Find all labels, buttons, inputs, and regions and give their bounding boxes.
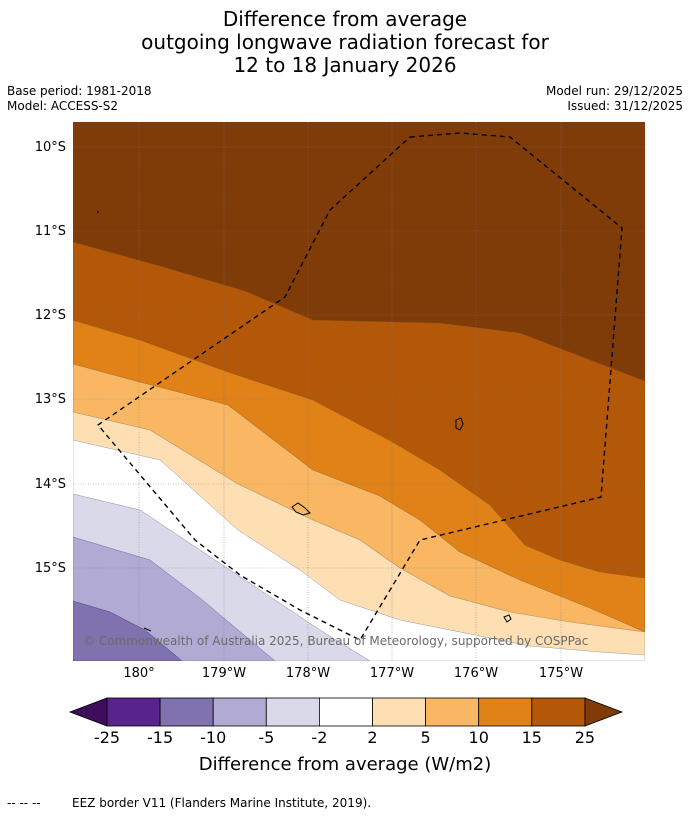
title-line-3: 12 to 18 January 2026 [233, 53, 457, 77]
colorbar-extend-low [68, 697, 108, 727]
legend-symbol: -- -- -- [7, 796, 41, 810]
band-neg10-neg15 [73, 600, 183, 661]
run-info: Model run: 29/12/2025 Issued: 31/12/2025 [546, 84, 683, 114]
colorbar-tick-label: 15 [522, 728, 542, 747]
colorbar: -25 -15 -10 -5 -2 2 5 10 15 25 [68, 697, 624, 747]
lat-label: 13°S [35, 392, 66, 407]
lon-label: 180° [123, 666, 154, 681]
lon-label: 178°W [286, 666, 330, 681]
colorbar-segment [425, 697, 480, 727]
colorbar-segment [531, 697, 586, 727]
issued-date: Issued: 31/12/2025 [567, 99, 683, 113]
colorbar-label: Difference from average (W/m2) [199, 754, 491, 775]
colorbar-segment [318, 697, 373, 727]
lat-label: 10°S [35, 140, 66, 155]
model-run: Model run: 29/12/2025 [545, 84, 683, 98]
colorbar-tick-label: -25 [94, 728, 120, 747]
chart-title: Difference from average outgoing longwav… [0, 8, 690, 77]
lon-label: 177°W [370, 666, 414, 681]
colorbar-segment [265, 697, 320, 727]
colorbar-segment [212, 697, 267, 727]
lat-label: 11°S [35, 224, 66, 239]
copyright-notice: © Commonwealth of Australia 2025, Bureau… [83, 634, 588, 648]
colorbar-tick-label: -10 [200, 728, 226, 747]
colorbar-tick-label: -5 [258, 728, 274, 747]
colorbar-segment [159, 697, 214, 727]
lat-label: 12°S [35, 308, 66, 323]
eez-legend-text: EEZ border V11 (Flanders Marine Institut… [72, 796, 371, 810]
graticule [73, 122, 645, 661]
island-4 [143, 627, 152, 632]
model-name: Model: ACCESS-S2 [7, 99, 119, 113]
island-1 [455, 417, 464, 431]
colorbar-tick-label: 10 [469, 728, 489, 747]
anomaly-field [73, 122, 645, 661]
lat-label: 14°S [35, 477, 66, 492]
base-period: Base period: 1981-2018 [7, 84, 152, 98]
lon-label: 175°W [539, 666, 583, 681]
title-line-1: Difference from average [222, 7, 468, 31]
colorbar-tick-label: 25 [575, 728, 595, 747]
island-2 [291, 502, 311, 516]
lon-labels: 180° 179°W 178°W 177°W 176°W 175°W [123, 666, 583, 681]
colorbar-segment [106, 697, 161, 727]
island-5 [97, 211, 99, 213]
colorbar-tick-label: -15 [147, 728, 173, 747]
colorbar-extend-high [584, 697, 624, 727]
lon-label: 176°W [454, 666, 498, 681]
model-info: Base period: 1981-2018 Model: ACCESS-S2 [7, 84, 152, 114]
lat-label: 15°S [35, 561, 66, 576]
colorbar-tick-label: 5 [421, 728, 431, 747]
lat-labels: 10°S 11°S 12°S 13°S 14°S 15°S [35, 140, 66, 576]
title-line-2: outgoing longwave radiation forecast for [141, 30, 549, 54]
island-3 [503, 614, 512, 623]
colorbar-segment [372, 697, 426, 727]
colorbar-tick-label: 2 [367, 728, 377, 747]
eez-border [96, 132, 623, 641]
lon-label: 179°W [202, 666, 246, 681]
colorbar-tick-label: -2 [311, 728, 327, 747]
colorbar-segment [478, 697, 533, 727]
